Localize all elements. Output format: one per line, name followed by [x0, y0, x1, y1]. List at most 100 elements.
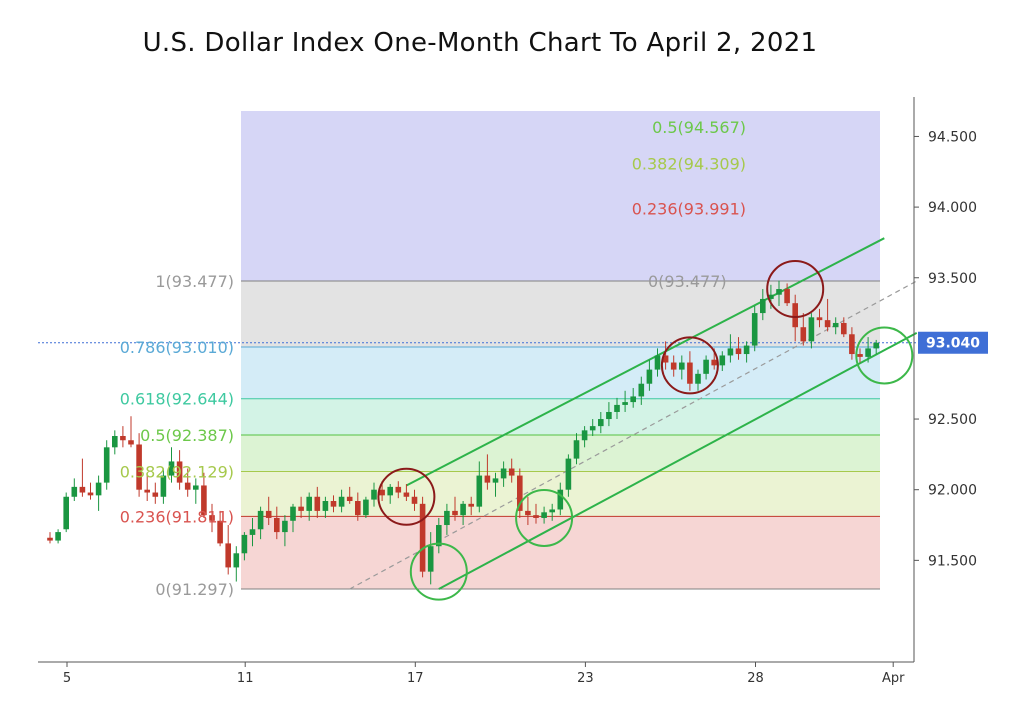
candle-body — [395, 486, 402, 493]
fib-level-label: 0.786(93.010) — [120, 338, 234, 357]
candle-body — [517, 475, 523, 511]
candle-body — [687, 362, 693, 384]
candle-body — [549, 509, 555, 513]
candle-body — [338, 496, 345, 507]
fib-extension-zone — [241, 111, 880, 281]
fib-lines — [38, 280, 918, 590]
candle-body — [444, 510, 450, 526]
x-tick-label: 28 — [747, 671, 764, 686]
candle-body — [492, 478, 499, 483]
candle-body — [606, 411, 612, 420]
candle-body — [152, 492, 159, 497]
x-tick-label: 5 — [63, 671, 71, 686]
y-tick-label: 92.000 — [928, 483, 977, 499]
candle-body — [832, 322, 839, 328]
current-price-label: 93.040 — [926, 336, 980, 352]
candle-body — [241, 534, 248, 554]
candle-body — [784, 289, 790, 304]
fib-band — [241, 435, 880, 472]
candle-body — [589, 426, 596, 431]
candle-body — [306, 496, 312, 511]
candle-body — [265, 510, 272, 518]
candle-body — [630, 396, 636, 403]
candle-body — [176, 461, 183, 483]
candle-body — [47, 537, 53, 541]
candle-body — [363, 499, 369, 516]
candle-body — [670, 362, 677, 370]
fib-level-label: 0.5(92.387) — [140, 426, 234, 445]
candle-body — [136, 444, 142, 490]
candle-body — [581, 430, 588, 441]
candle-body — [533, 515, 539, 518]
chart-title: U.S. Dollar Index One-Month Chart To Apr… — [142, 28, 818, 58]
fib-bands — [241, 111, 880, 590]
candle-body — [103, 447, 110, 483]
y-tick-label: 93.500 — [928, 271, 977, 287]
y-tick-label: 92.500 — [928, 412, 977, 428]
candle-body — [87, 492, 94, 496]
candle-body — [768, 294, 774, 299]
candle-body — [112, 436, 118, 448]
candle-body — [565, 458, 572, 490]
candle-body — [727, 348, 734, 356]
candle-body — [751, 313, 758, 346]
candle-body — [760, 298, 766, 314]
candle-body — [711, 359, 717, 366]
candle-body — [193, 485, 199, 490]
candle-body — [168, 461, 175, 476]
candle-body — [120, 436, 126, 441]
channel-lower-line — [438, 331, 918, 590]
candle-body — [662, 355, 669, 363]
support-circle — [855, 326, 914, 385]
candle-body — [282, 520, 288, 533]
candle-body — [654, 355, 661, 370]
candle-body — [468, 503, 474, 507]
candle-body — [249, 529, 256, 535]
candle-body — [695, 373, 701, 384]
current-price-badge — [918, 331, 988, 354]
fib-level-label: 0(91.297) — [155, 580, 234, 599]
highlight-circles — [377, 260, 914, 601]
candle-body — [379, 489, 385, 496]
fib-level-label: 1(93.477) — [155, 272, 234, 291]
candle-body — [541, 512, 547, 518]
candle-body — [387, 486, 393, 496]
x-tick-label: 23 — [577, 671, 594, 686]
candle-body — [419, 503, 426, 572]
candle-body — [290, 506, 296, 521]
candle-body — [355, 501, 361, 516]
candle-body — [144, 489, 150, 493]
candle-body — [55, 532, 61, 541]
fib-level-label: 0.236(91.811) — [120, 507, 234, 526]
resistance-circle — [377, 467, 436, 526]
candle-body — [346, 496, 353, 502]
fib-labels: 1(93.477) 0.786(93.010) 0.618(92.644) 0.5(9… — [120, 118, 746, 599]
axes: 94.500 94.000 93.500 92.500 92.000 91.500 5 11 1… — [38, 97, 988, 686]
candle-body — [298, 506, 304, 511]
channel-upper-line — [405, 237, 885, 487]
candle-body — [476, 475, 483, 507]
fib-band — [241, 516, 880, 590]
candles — [47, 280, 879, 585]
candle-body — [557, 489, 564, 510]
fib-extension-label: 0(93.477) — [648, 272, 727, 291]
candle-body — [371, 489, 377, 500]
candle-body — [160, 475, 167, 497]
candle-body — [873, 342, 879, 349]
candle-body — [816, 317, 823, 321]
candle-body — [322, 501, 329, 511]
support-circle — [515, 488, 574, 547]
candle-body — [824, 320, 831, 328]
candle-body — [719, 355, 726, 366]
fib-extension-label: 0.382(94.309) — [632, 154, 746, 173]
y-tick-label: 91.500 — [928, 553, 977, 569]
candle-body — [184, 482, 191, 490]
candle-body — [79, 486, 86, 493]
candle-body — [865, 348, 871, 357]
candle-body — [841, 322, 847, 335]
candle-body — [735, 348, 742, 355]
candle-body — [857, 354, 863, 357]
candle-body — [508, 468, 515, 476]
fib-extension-label: 0.5(94.567) — [652, 118, 746, 137]
